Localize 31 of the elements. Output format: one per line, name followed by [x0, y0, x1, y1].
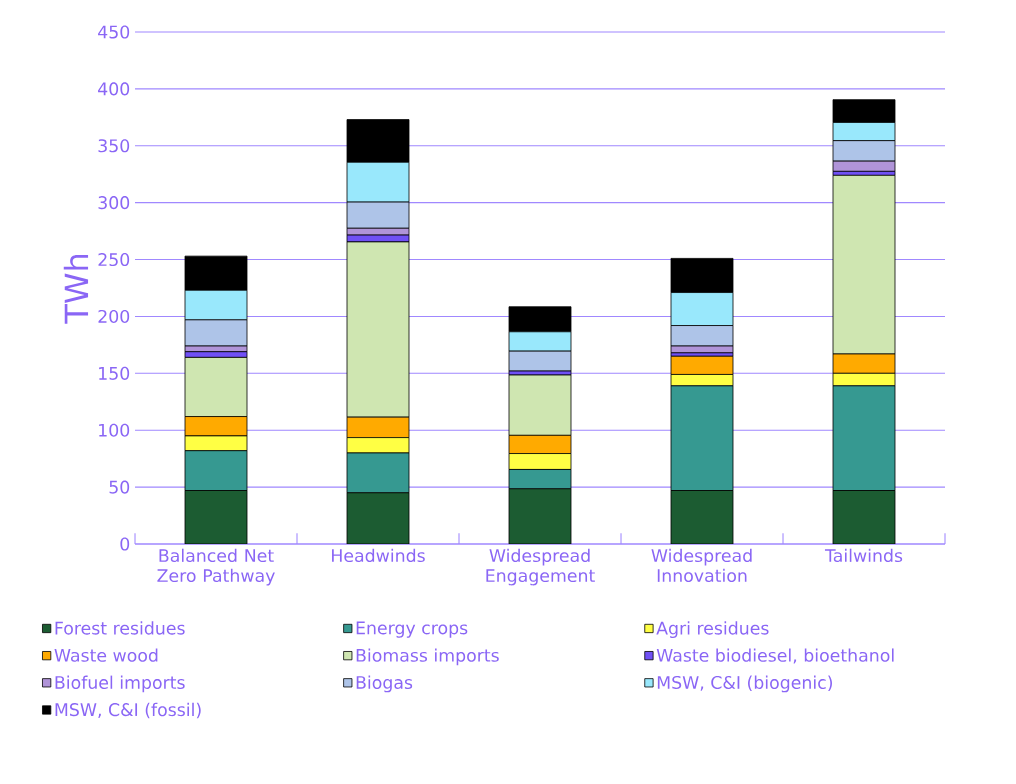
x-tick-label: Widespread Innovation [651, 548, 752, 583]
y-tick-label: 400 [98, 82, 130, 96]
y-tick-label: 250 [98, 252, 130, 267]
legend-label: Agri residues [656, 621, 769, 639]
y-tick-label: 50 [109, 480, 130, 494]
legend-label: MSW, C&I (biogenic) [657, 675, 832, 693]
y-tick-label: 100 [99, 423, 130, 437]
bar [346, 492, 410, 544]
legend-label: Waste biodiesel, bioethanol [656, 648, 894, 664]
y-tick-label: 150 [99, 366, 130, 380]
bar [670, 490, 734, 544]
x-tick-label: Tailwinds [824, 548, 903, 563]
y-tick-label: 350 [98, 139, 130, 153]
legend-label: Biogas [356, 675, 413, 693]
bar [508, 488, 572, 544]
bar [184, 490, 248, 544]
legend-label: Waste wood [54, 648, 158, 662]
y-tick-label: 300 [98, 196, 130, 210]
bar [832, 490, 896, 544]
legend-label: Biomass imports [356, 648, 499, 666]
legend-label: Biofuel imports [55, 675, 185, 693]
legend-label: Energy crops [356, 621, 468, 638]
x-tick-label: Headwinds [332, 548, 425, 563]
y-tick-label: 450 [98, 25, 130, 39]
y-tick-label: 200 [98, 309, 130, 323]
x-tick-label: Widespread Engagement [486, 548, 595, 586]
y-tick-label: 0 [120, 537, 130, 551]
y-axis-title: TWh [63, 254, 89, 324]
x-tick-label: Balanced Net Zero Pathway [157, 548, 275, 586]
legend-label: Forest residues [55, 621, 185, 635]
legend-label: MSW, C&I (fossil) [55, 702, 201, 719]
